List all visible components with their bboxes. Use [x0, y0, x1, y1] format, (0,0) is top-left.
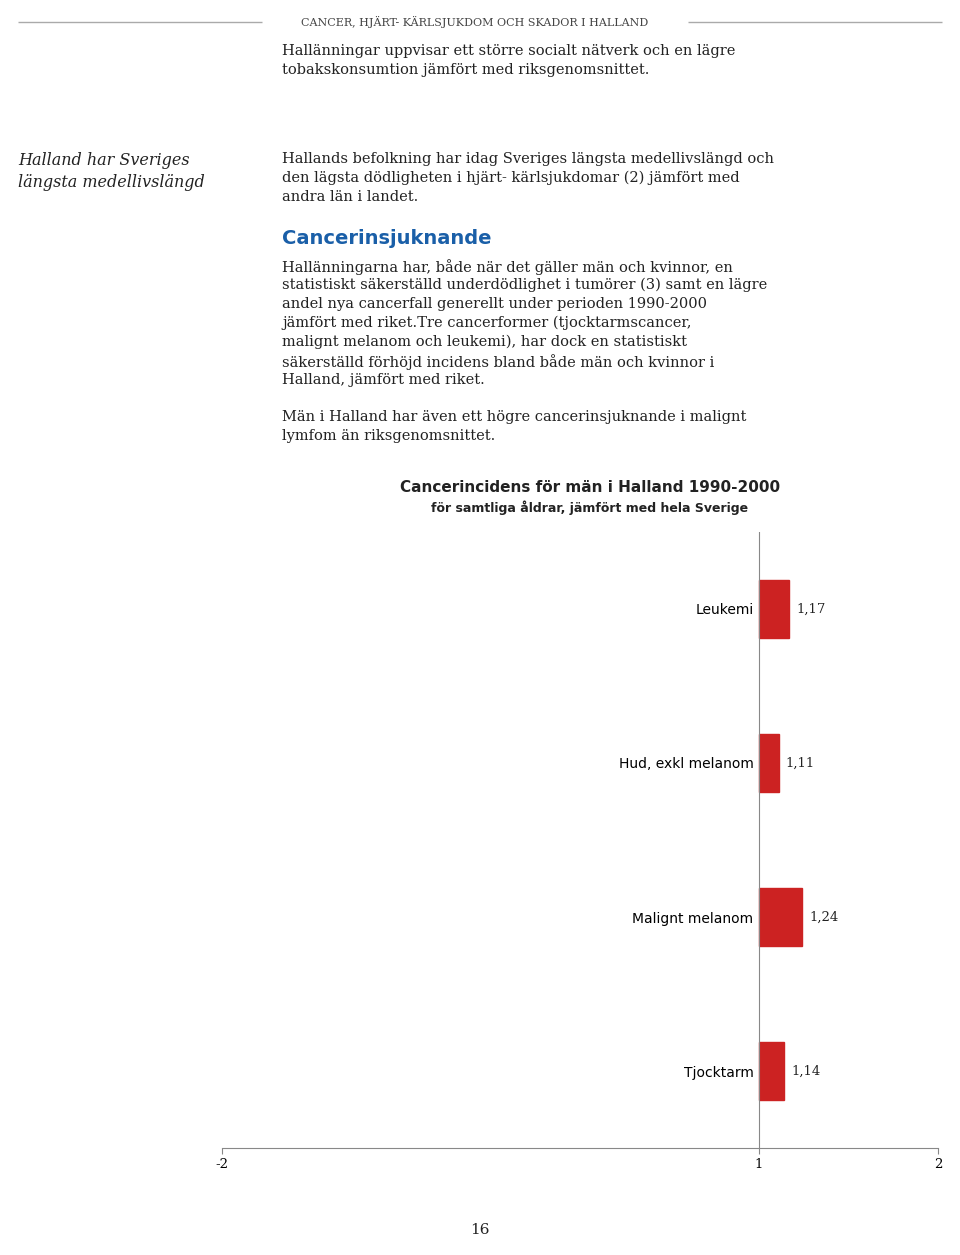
- Text: 1,14: 1,14: [791, 1064, 821, 1078]
- Text: Halland har Sveriges: Halland har Sveriges: [18, 152, 190, 169]
- Text: 1,17: 1,17: [797, 602, 826, 615]
- Bar: [759, 734, 779, 792]
- Text: säkerställd förhöjd incidens bland både män och kvinnor i: säkerställd förhöjd incidens bland både …: [282, 354, 714, 370]
- Text: statistiskt säkerställd underdödlighet i tumörer (3) samt en lägre: statistiskt säkerställd underdödlighet i…: [282, 279, 767, 292]
- Text: andra län i landet.: andra län i landet.: [282, 190, 419, 205]
- Text: Halland, jämfört med riket.: Halland, jämfört med riket.: [282, 373, 485, 387]
- Text: längsta medellivslängd: längsta medellivslängd: [18, 174, 204, 191]
- Text: Hallänningarna har, både när det gäller män och kvinnor, en: Hallänningarna har, både när det gäller …: [282, 259, 732, 275]
- Text: andel nya cancerfall generellt under perioden 1990-2000: andel nya cancerfall generellt under per…: [282, 297, 707, 311]
- Text: malignt melanom och leukemi), har dock en statistiskt: malignt melanom och leukemi), har dock e…: [282, 335, 687, 349]
- Text: 1,11: 1,11: [786, 757, 815, 769]
- Text: CANCER, HJÄRT- KÄRLSJUKDOM OCH SKADOR I HALLAND: CANCER, HJÄRT- KÄRLSJUKDOM OCH SKADOR I …: [301, 16, 649, 28]
- Text: Hallänningar uppvisar ett större socialt nätverk och en lägre: Hallänningar uppvisar ett större socialt…: [282, 44, 735, 58]
- Text: tobakskonsumtion jämfört med riksgenomsnittet.: tobakskonsumtion jämfört med riksgenomsn…: [282, 63, 649, 77]
- Text: för samtliga åldrar, jämfört med hela Sverige: för samtliga åldrar, jämfört med hela Sv…: [431, 499, 749, 515]
- Text: 1,24: 1,24: [809, 910, 838, 924]
- Text: 16: 16: [470, 1224, 490, 1237]
- Text: lymfom än riksgenomsnittet.: lymfom än riksgenomsnittet.: [282, 429, 495, 443]
- Text: den lägsta dödligheten i hjärt- kärlsjukdomar (2) jämfört med: den lägsta dödligheten i hjärt- kärlsjuk…: [282, 171, 739, 186]
- Bar: [759, 1042, 784, 1101]
- Text: Cancerincidens för män i Halland 1990-2000: Cancerincidens för män i Halland 1990-20…: [400, 479, 780, 494]
- Text: jämfört med riket․Tre cancerformer (tjocktarmscancer,: jämfört med riket․Tre cancerformer (tjoc…: [282, 316, 691, 330]
- Bar: [759, 580, 789, 639]
- Text: Cancerinsjuknande: Cancerinsjuknande: [282, 228, 492, 248]
- Text: Män i Halland har även ett högre cancerinsjuknande i malignt: Män i Halland har även ett högre canceri…: [282, 410, 746, 424]
- Text: Hallands befolkning har idag Sveriges längsta medellivslängd och: Hallands befolkning har idag Sveriges lä…: [282, 152, 774, 166]
- Bar: [759, 887, 802, 946]
